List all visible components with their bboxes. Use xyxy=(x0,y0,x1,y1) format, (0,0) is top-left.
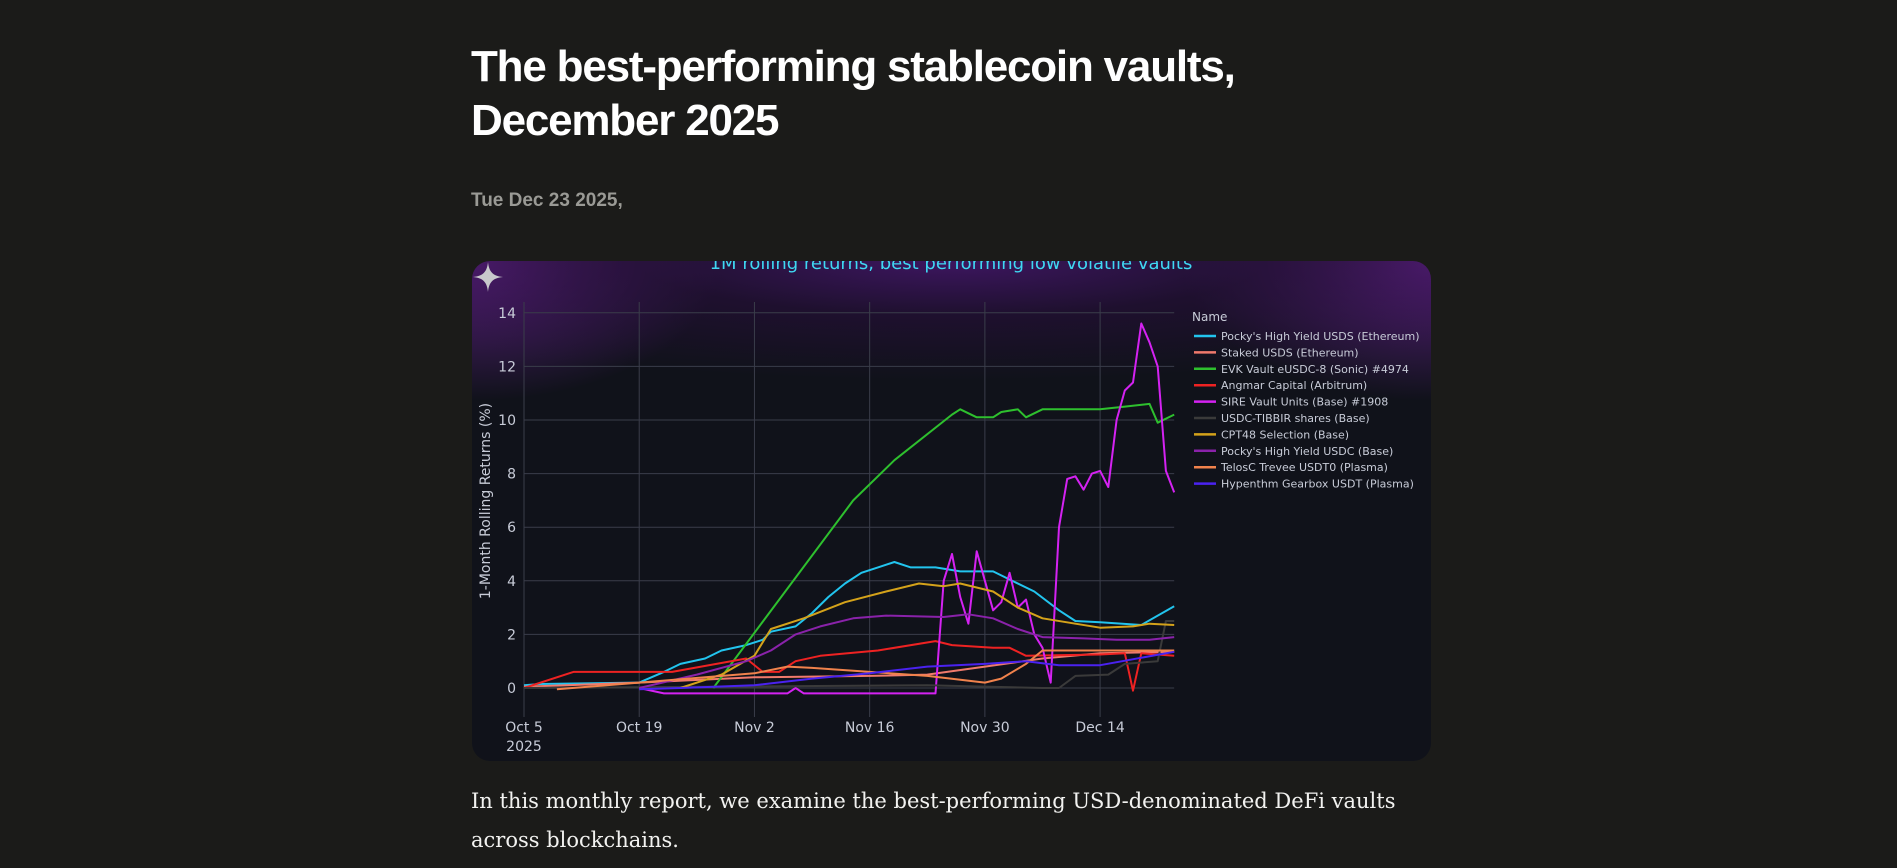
series-line xyxy=(680,582,1175,689)
series-line xyxy=(523,561,1175,687)
legend-item: Hypenthm Gearbox USDT (Plasma) xyxy=(1221,478,1414,491)
series-line xyxy=(523,620,1175,689)
x-tick-year-label: 2025 xyxy=(506,739,542,755)
y-tick-label: 8 xyxy=(507,467,516,483)
series-line xyxy=(712,402,1175,689)
legend-item: Pocky's High Yield USDC (Base) xyxy=(1221,445,1393,458)
series-line xyxy=(639,650,1175,691)
series-line xyxy=(556,649,1175,691)
series-line xyxy=(523,640,1175,692)
x-tick-label: Oct 19 xyxy=(616,720,662,736)
y-tick-label: 2 xyxy=(507,627,516,643)
legend-item: SIRE Vault Units (Base) #1908 xyxy=(1221,396,1388,409)
legend-item: USDC-TIBBIR shares (Base) xyxy=(1221,412,1370,425)
legend-item: Angmar Capital (Arbitrum) xyxy=(1221,379,1367,392)
y-tick-label: 10 xyxy=(498,413,516,429)
x-tick-label: Nov 2 xyxy=(734,720,775,736)
line-chart: 1M rolling returns, best performing low … xyxy=(478,261,1420,755)
page-title: The best-performing stablecoin vaults, D… xyxy=(471,42,1236,145)
y-tick-label: 14 xyxy=(498,306,516,322)
series-line xyxy=(638,613,1175,689)
legend-item: Pocky's High Yield USDS (Ethereum) xyxy=(1221,330,1420,343)
publish-date: Tue Dec 23 2025, xyxy=(471,190,623,211)
y-axis-label: 1-Month Rolling Returns (%) xyxy=(478,403,494,599)
series-line xyxy=(523,650,1175,688)
y-tick-label: 12 xyxy=(498,359,516,375)
x-tick-label: Oct 5 xyxy=(505,720,543,736)
chart-title: 1M rolling returns, best performing low … xyxy=(710,261,1193,274)
x-tick-label: Dec 14 xyxy=(1075,720,1124,736)
legend-item: EVK Vault eUSDC-8 (Sonic) #4974 xyxy=(1221,363,1409,376)
chart-card: 1M rolling returns, best performing low … xyxy=(472,261,1431,761)
legend-item: Staked USDS (Ethereum) xyxy=(1221,346,1359,359)
y-tick-label: 4 xyxy=(507,574,516,590)
sparkle-icon xyxy=(473,262,503,292)
x-tick-label: Nov 30 xyxy=(960,720,1010,736)
legend-item: CPT48 Selection (Base) xyxy=(1221,428,1349,441)
legend-title: Name xyxy=(1192,310,1227,324)
y-tick-label: 0 xyxy=(507,681,516,697)
legend-item: TelosC Trevee USDT0 (Plasma) xyxy=(1220,461,1388,474)
y-tick-label: 6 xyxy=(507,520,516,536)
x-tick-label: Nov 16 xyxy=(845,720,895,736)
intro-paragraph: In this monthly report, we examine the b… xyxy=(471,789,1396,852)
